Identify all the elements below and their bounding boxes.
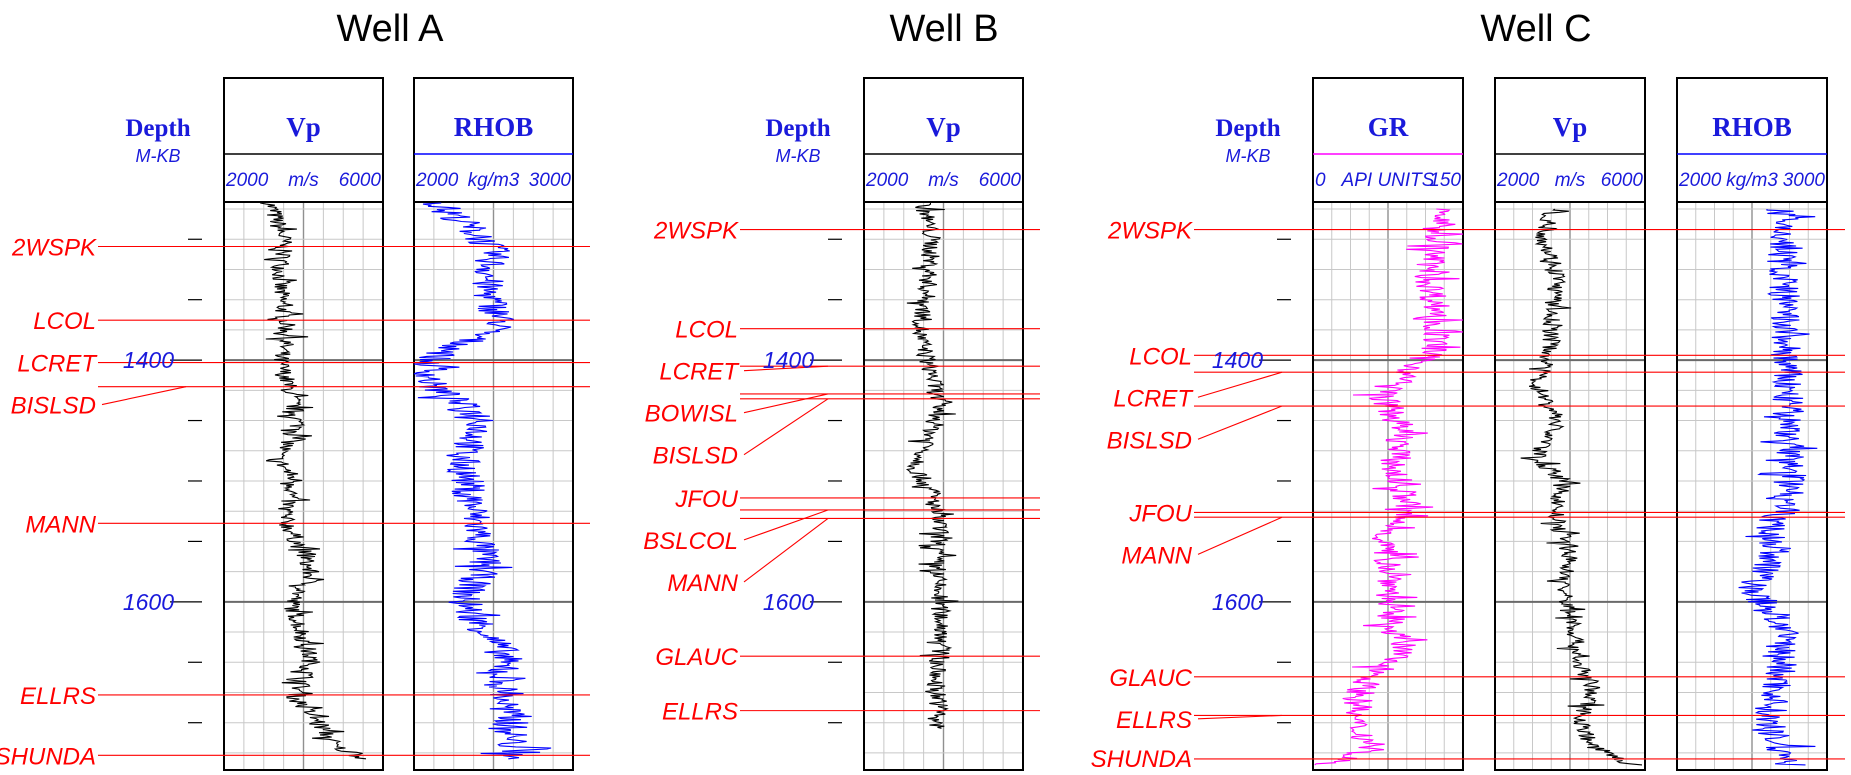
well-c-top-leader [1197,714,1283,720]
well-b-top-leader [743,509,829,541]
well-a-rhob-track-title: RHOB [454,112,534,142]
well-b-top-label: LCOL [675,317,738,344]
well-c-top-label: GLAUC [1109,665,1192,692]
well-a-top-label: LCOL [33,308,96,335]
well-c-rhob-track-curve [1738,208,1818,766]
well-a-top-label: LCRET [17,351,98,378]
well-b-top-label: MANN [667,570,738,597]
well-a-rhob-track-unit: kg/m3 [468,170,520,191]
well-c-vp-track-title: Vp [1553,112,1588,142]
well-b-top-label: JFOU [674,486,738,513]
well-c-depth-label: 1400 [1212,347,1263,373]
well-c-rhob-track-frame [1676,77,1828,771]
well-c-top-label: JFOU [1128,500,1192,527]
well-c-depth-unit: M-KB [1226,146,1271,166]
well-b-top-label: 2WSPK [653,218,739,245]
well-b-title: Well B [889,8,998,50]
well-c-top-leader [1197,516,1283,555]
well-c-depth-header: Depth [1215,115,1280,142]
well-a-depth-label: 1400 [123,347,174,373]
well-c-vp-track-min-label: 2000 [1496,170,1540,191]
well-c-rhob-track-max-label: 3000 [1783,170,1826,191]
well-c-title: Well C [1480,8,1591,50]
well-a-top-label: 2WSPK [11,235,97,262]
well-a-vp-track-min-label: 2000 [225,170,269,191]
well-b-top-label: GLAUC [655,644,738,671]
well-titles: Well A Well B Well C [336,8,1591,50]
well-b-depth-header: Depth [765,115,830,142]
well-a-depth-header: Depth [125,115,190,142]
log-curves [260,202,1818,766]
well-c-depth-label: 1600 [1212,589,1263,615]
well-b-top-leader [743,518,829,583]
formation-tops [98,229,1845,760]
well-b-vp-track-unit: m/s [928,170,959,191]
well-a-top-label: ELLRS [20,683,96,710]
well-c-vp-track-frame [1494,77,1646,771]
well-c-gr-track-curve [1314,208,1464,766]
well-a-depth-label: 1600 [123,589,174,615]
well-a-top-label: MANN [25,511,96,538]
well-c-top-label: LCRET [1113,385,1194,412]
well-a-top-label: BISLSD [11,393,96,420]
well-b-top-leader [743,365,829,372]
well-a-vp-track-max-label: 6000 [339,170,382,191]
well-c-top-label: MANN [1121,542,1192,569]
well-c-vp-track-curve [1520,208,1643,766]
well-b-vp-track-max-label: 6000 [979,170,1022,191]
well-b-top-label: BSLCOL [643,528,738,555]
well-a-rhob-track-min-label: 2000 [415,170,459,191]
well-b-vp-track-title: Vp [926,112,961,142]
well-b-vp-track-curve [905,202,959,729]
well-a-top-leader [101,386,187,406]
well-c-gr-track-frame [1312,77,1464,771]
well-b-top-label: BOWISL [645,401,738,428]
well-c-top-leader [1197,371,1283,398]
well-c-gr-track-min-label: 0 [1315,170,1326,191]
well-c-gr-track-unit: API UNITS [1341,170,1435,191]
well-b-depth-label: 1400 [763,347,814,373]
well-a-vp-track-frame [223,77,384,771]
well-c-rhob-track-min-label: 2000 [1678,170,1722,191]
well-b-top-label: BISLSD [653,443,738,470]
well-b-vp-track-frame [863,77,1024,771]
well-c-top-label: LCOL [1129,343,1192,370]
well-a-depth-unit: M-KB [136,146,181,166]
well-a-rhob-track-curve [413,202,552,760]
well-b-top-label: ELLRS [662,699,738,726]
well-b-vp-track-min-label: 2000 [865,170,909,191]
well-a-rhob-track-max-label: 3000 [529,170,572,191]
well-a-title: Well A [336,8,444,50]
well-a-rhob-track-frame [413,77,574,771]
well-a-vp-track-unit: m/s [288,170,319,191]
well-c-top-label: 2WSPK [1107,218,1193,245]
well-c-top-leader [1197,405,1283,440]
well-c-rhob-track-unit: kg/m3 [1726,170,1778,191]
well-a-vp-track-curve [260,202,367,760]
well-c-top-label: SHUNDA [1091,746,1192,773]
well-b-top-leader [743,393,829,414]
well-b-depth-unit: M-KB [776,146,821,166]
track-grids [170,77,1828,771]
well-c-top-label: ELLRS [1116,707,1192,734]
well-b-top-leader [743,398,829,456]
well-a-vp-track-title: Vp [286,112,321,142]
well-c-vp-track-max-label: 6000 [1601,170,1644,191]
well-b-top-label: LCRET [659,359,740,386]
well-c-vp-track-unit: m/s [1555,170,1586,191]
well-c-gr-track-max-label: 150 [1429,170,1461,191]
well-b-depth-label: 1600 [763,589,814,615]
well-c-top-label: BISLSD [1107,427,1192,454]
well-c-gr-track-title: GR [1368,112,1409,142]
well-a-top-label: SHUNDA [0,743,96,770]
well-c-rhob-track-title: RHOB [1712,112,1792,142]
